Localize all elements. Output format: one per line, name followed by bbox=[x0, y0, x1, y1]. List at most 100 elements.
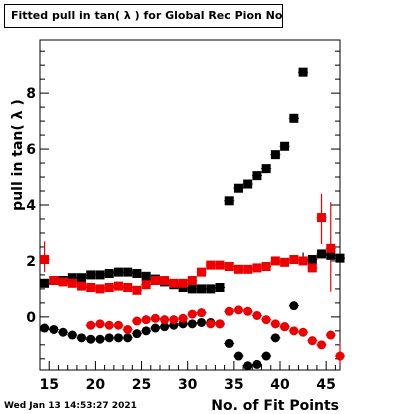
data-point-square bbox=[132, 269, 142, 279]
data-point-circle bbox=[280, 322, 290, 332]
data-point-square bbox=[113, 267, 123, 277]
data-point-square bbox=[335, 253, 345, 263]
data-point-circle bbox=[215, 319, 225, 329]
data-point-square bbox=[243, 179, 253, 189]
data-point-square bbox=[77, 273, 87, 283]
data-point-circle bbox=[289, 301, 299, 311]
data-point-circle bbox=[197, 317, 207, 327]
data-point-circle bbox=[123, 324, 133, 334]
data-point-circle bbox=[169, 315, 179, 325]
data-point-square bbox=[252, 171, 262, 181]
axis-ticks bbox=[39, 50, 340, 370]
data-point-square bbox=[289, 113, 299, 123]
data-point-square bbox=[307, 263, 317, 273]
data-point-square bbox=[280, 257, 290, 267]
data-point-circle bbox=[104, 333, 114, 343]
data-point-square bbox=[95, 284, 105, 294]
data-point-square bbox=[86, 283, 96, 292]
data-point-circle bbox=[326, 330, 336, 340]
data-point-square bbox=[113, 281, 123, 291]
data-point-circle bbox=[317, 340, 327, 350]
data-point-square bbox=[67, 273, 77, 283]
data-point-square bbox=[280, 141, 290, 151]
data-point-circle bbox=[224, 306, 234, 316]
data-point-square bbox=[67, 278, 77, 288]
data-point-circle bbox=[40, 323, 50, 333]
data-point-square bbox=[86, 270, 96, 280]
data-point-square bbox=[307, 255, 317, 265]
data-point-circle bbox=[270, 319, 280, 329]
data-point-square bbox=[261, 164, 271, 174]
y-tick-label: 6 bbox=[26, 142, 36, 158]
data-point-square bbox=[187, 276, 197, 286]
data-point-square bbox=[150, 276, 160, 286]
y-axis-label: pull in tan( λ ) bbox=[10, 99, 26, 211]
data-point-square bbox=[197, 267, 207, 277]
data-point-circle bbox=[206, 319, 216, 329]
data-point-circle bbox=[95, 319, 105, 329]
data-point-circle bbox=[243, 361, 253, 371]
data-point-circle bbox=[252, 359, 262, 369]
data-point-circle bbox=[261, 315, 271, 325]
x-tick-label: 30 bbox=[178, 377, 198, 393]
data-point-square bbox=[40, 255, 50, 265]
data-point-circle bbox=[298, 327, 308, 337]
y-tick-label: 8 bbox=[26, 86, 36, 102]
date-stamp: Wed Jan 13 14:53:27 2021 bbox=[4, 401, 137, 411]
data-point-circle bbox=[77, 333, 87, 343]
data-point-square bbox=[224, 196, 234, 206]
chart-title: Fitted pull in tan( λ ) for Global Rec P… bbox=[4, 4, 283, 28]
data-point-square bbox=[298, 67, 308, 77]
data-point-square bbox=[104, 283, 114, 292]
data-point-square bbox=[49, 276, 59, 286]
data-point-circle bbox=[261, 351, 271, 361]
data-point-square bbox=[123, 283, 133, 292]
data-point-square bbox=[141, 280, 151, 290]
data-point-circle bbox=[141, 315, 151, 325]
data-point-square bbox=[233, 183, 243, 193]
data-point-circle bbox=[289, 326, 299, 336]
data-point-circle bbox=[95, 334, 105, 344]
data-point-square bbox=[169, 278, 179, 288]
data-point-circle bbox=[67, 330, 77, 340]
data-point-square bbox=[270, 150, 280, 160]
data-markers bbox=[39, 67, 345, 371]
data-point-circle bbox=[150, 323, 160, 333]
data-point-square bbox=[95, 270, 105, 280]
data-point-circle bbox=[243, 306, 253, 316]
data-point-square bbox=[252, 263, 262, 273]
data-point-circle bbox=[197, 308, 207, 318]
data-point-square bbox=[132, 285, 142, 295]
data-point-square bbox=[243, 264, 253, 274]
data-point-square bbox=[289, 255, 299, 265]
tick-labels: 15 20 25 30 35 40 45 0 2 4 6 8 bbox=[26, 86, 336, 393]
data-point-circle bbox=[150, 313, 160, 323]
x-tick-label: 35 bbox=[224, 377, 243, 393]
data-point-square bbox=[141, 271, 151, 281]
x-tick-label: 25 bbox=[132, 377, 151, 393]
x-tick-label: 40 bbox=[270, 377, 290, 393]
x-tick-label: 20 bbox=[86, 377, 106, 393]
data-point-circle bbox=[335, 351, 345, 361]
data-point-circle bbox=[160, 322, 170, 332]
data-point-circle bbox=[224, 338, 234, 348]
data-point-circle bbox=[86, 320, 96, 330]
data-point-square bbox=[233, 264, 243, 274]
x-tick-label: 15 bbox=[39, 377, 58, 393]
data-point-square bbox=[326, 243, 336, 253]
data-point-square bbox=[160, 276, 170, 286]
data-point-circle bbox=[49, 324, 59, 334]
data-point-square bbox=[215, 283, 225, 292]
data-point-circle bbox=[113, 320, 123, 330]
data-point-circle bbox=[270, 333, 280, 343]
data-point-circle bbox=[178, 313, 188, 323]
data-point-circle bbox=[141, 326, 151, 336]
data-point-square bbox=[224, 262, 234, 272]
data-point-square bbox=[123, 267, 133, 277]
data-point-square bbox=[317, 213, 327, 223]
data-point-square bbox=[40, 278, 50, 288]
data-point-circle bbox=[160, 315, 170, 325]
data-point-circle bbox=[113, 333, 123, 343]
data-point-circle bbox=[123, 333, 133, 343]
